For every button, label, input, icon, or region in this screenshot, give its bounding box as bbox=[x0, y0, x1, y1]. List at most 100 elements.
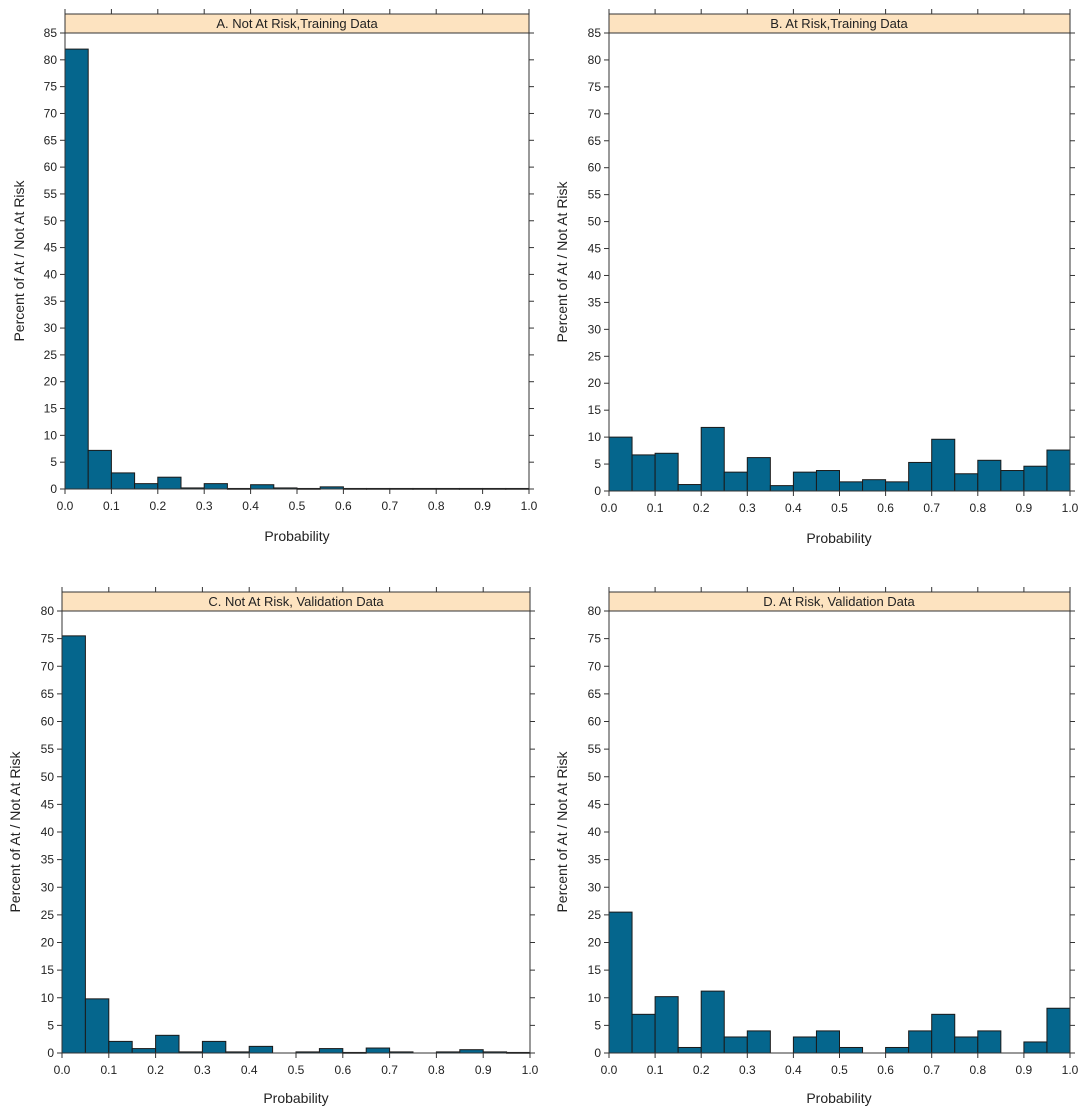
panel-d-ytick-label-6: 30 bbox=[588, 880, 602, 894]
panel-b-ytick-label-12: 60 bbox=[588, 161, 602, 175]
panel-d-xtick-label-5: 0.5 bbox=[831, 1063, 848, 1077]
panel-d-xtick-label-9: 0.9 bbox=[1016, 1063, 1033, 1077]
panel-a-bar-8 bbox=[250, 484, 275, 490]
panel-a-ytick-label-3: 15 bbox=[44, 402, 58, 416]
panel-a-xtick-label-3: 0.3 bbox=[196, 499, 213, 513]
panel-c-bars bbox=[61, 635, 531, 1054]
panel-d-xtick-label-3: 0.3 bbox=[739, 1063, 756, 1077]
panel-d-ytick-label-11: 55 bbox=[588, 742, 602, 756]
panel-d-bar-5 bbox=[723, 1036, 748, 1054]
panel-a-bar-6 bbox=[203, 483, 228, 490]
panel-a-ytick-label-12: 60 bbox=[44, 160, 58, 174]
panel-d: D. At Risk, Validation Data 0 5 10 15 20 25 30… bbox=[554, 587, 1079, 1106]
panel-b-x-axis: 0.0 0.1 0.2 0.3 0.4 0.5 0.6 0.7 0.8 0.9 1.0 bbox=[601, 9, 1079, 515]
panel-c-bar-8 bbox=[248, 1045, 274, 1054]
panel-b-ytick-label-5: 25 bbox=[588, 349, 602, 363]
panel-d-ytick-label-16: 80 bbox=[588, 604, 602, 618]
panel-a-xtick-label-8: 0.8 bbox=[428, 499, 445, 513]
panel-a-xtick-label-6: 0.6 bbox=[335, 499, 352, 513]
panel-d-xtick-label-8: 0.8 bbox=[969, 1063, 986, 1077]
panel-b-bar-17 bbox=[1000, 470, 1025, 492]
panel-b-xtick-label-10: 1.0 bbox=[1062, 501, 1079, 515]
panel-a-ytick-label-13: 65 bbox=[44, 133, 58, 147]
panel-c-xtick-label-5: 0.5 bbox=[288, 1063, 305, 1077]
panel-b-bar-13 bbox=[908, 461, 933, 492]
panel-a-bar-2 bbox=[110, 472, 136, 490]
panel-a-ytick-label-5: 25 bbox=[44, 348, 58, 362]
panel-b-bar-0 bbox=[608, 436, 633, 492]
panel-b-ytick-label-0: 0 bbox=[594, 484, 601, 498]
panel-d-ylabel: Percent of At / Not At Risk bbox=[554, 750, 570, 912]
panel-d-ytick-label-0: 0 bbox=[594, 1046, 601, 1060]
panel-c-ytick-label-6: 30 bbox=[41, 880, 55, 894]
panel-b-bar-2 bbox=[654, 452, 679, 492]
panel-a-ytick-label-0: 0 bbox=[50, 482, 57, 496]
panel-a-ytick-label-14: 70 bbox=[44, 106, 58, 120]
panel-c-ytick-label-9: 45 bbox=[41, 797, 55, 811]
panel-b-xtick-label-8: 0.8 bbox=[969, 501, 986, 515]
panel-c-bar-6 bbox=[201, 1040, 227, 1054]
panel-d-frame bbox=[608, 610, 1071, 1054]
panel-b-ytick-label-9: 45 bbox=[588, 242, 602, 256]
panel-d-xtick-label-2: 0.2 bbox=[693, 1063, 710, 1077]
panel-d-bar-4 bbox=[700, 990, 725, 1054]
panel-c-ytick-label-2: 10 bbox=[41, 991, 55, 1005]
panel-d-bar-1 bbox=[631, 1013, 656, 1054]
panel-b-ytick-label-13: 65 bbox=[588, 134, 602, 148]
panel-b-ytick-label-14: 70 bbox=[588, 107, 602, 121]
panel-a-ytick-label-9: 45 bbox=[44, 241, 58, 255]
panel-c-ytick-label-10: 50 bbox=[41, 770, 55, 784]
panel-b-y-axis: 0 5 10 15 20 25 30 35 40 45 50 55 60 65 70 75 80 85 bbox=[588, 26, 1075, 498]
panel-d-bar-0 bbox=[608, 911, 633, 1054]
panel-c-bar-13 bbox=[365, 1047, 391, 1054]
panel-c-x-axis: 0.0 0.1 0.2 0.3 0.4 0.5 0.6 0.7 0.8 0.9 1.0 bbox=[54, 587, 539, 1077]
panel-d-bars bbox=[608, 911, 1071, 1054]
panel-c-xtick-label-7: 0.7 bbox=[381, 1063, 398, 1077]
panel-c-xtick-label-4: 0.4 bbox=[241, 1063, 258, 1077]
panel-b-xtick-label-1: 0.1 bbox=[647, 501, 664, 515]
panel-d-ytick-label-12: 60 bbox=[588, 715, 602, 729]
panel-b-bar-4 bbox=[700, 426, 725, 492]
panel-b: B. At Risk,Training Data 0 5 10 15 20 25 30 35 4… bbox=[554, 9, 1079, 546]
panel-a-xtick-label-4: 0.4 bbox=[242, 499, 259, 513]
panel-a-y-axis: 0 5 10 15 20 25 30 35 40 45 50 55 60 65 70 75 80 85 bbox=[44, 26, 534, 496]
panel-a-xtick-label-10: 1.0 bbox=[521, 499, 538, 513]
panel-b-bar-9 bbox=[815, 470, 841, 492]
panel-d-xlabel: Probability bbox=[806, 1090, 871, 1106]
panel-c: C. Not At Risk, Validation Data 0 5 10 15 20… bbox=[7, 587, 539, 1106]
panel-b-bar-10 bbox=[839, 481, 864, 492]
panel-d-ytick-label-15: 75 bbox=[588, 632, 602, 646]
panel-c-xtick-label-3: 0.3 bbox=[194, 1063, 211, 1077]
panel-b-xlabel: Probability bbox=[806, 530, 871, 546]
panel-b-bar-18 bbox=[1023, 465, 1048, 492]
panel-c-xtick-label-2: 0.2 bbox=[147, 1063, 164, 1077]
panel-d-bar-12 bbox=[885, 1046, 910, 1054]
panel-b-ytick-label-7: 35 bbox=[588, 295, 602, 309]
panel-a-bar-0 bbox=[64, 48, 89, 490]
panel-c-ytick-label-4: 20 bbox=[41, 936, 55, 950]
panel-c-frame bbox=[61, 610, 531, 1054]
panel-a-xtick-label-2: 0.2 bbox=[149, 499, 166, 513]
panel-d-x-axis: 0.0 0.1 0.2 0.3 0.4 0.5 0.6 0.7 0.8 0.9 1.0 bbox=[601, 587, 1079, 1077]
panel-c-y-axis: 0 5 10 15 20 25 30 35 40 45 50 55 60 65 70 75 80 bbox=[41, 604, 535, 1060]
panel-a-xlabel: Probability bbox=[264, 528, 329, 544]
panel-a-bars bbox=[64, 48, 530, 490]
panel-d-ytick-label-1: 5 bbox=[594, 1018, 601, 1032]
panel-d-bar-18 bbox=[1023, 1041, 1048, 1054]
panel-b-bar-11 bbox=[862, 479, 887, 492]
panel-b-bar-5 bbox=[723, 471, 748, 492]
panel-c-xtick-label-0: 0.0 bbox=[54, 1063, 71, 1077]
panel-c-ytick-label-0: 0 bbox=[47, 1046, 54, 1060]
panel-c-xtick-label-1: 0.1 bbox=[100, 1063, 117, 1077]
panel-d-xtick-label-1: 0.1 bbox=[647, 1063, 664, 1077]
panel-a-title: A. Not At Risk,Training Data bbox=[216, 16, 378, 31]
panel-a-ytick-label-11: 55 bbox=[44, 187, 58, 201]
panel-b-bar-12 bbox=[885, 481, 910, 492]
panel-d-bar-9 bbox=[815, 1030, 841, 1054]
panel-a-xtick-label-1: 0.1 bbox=[103, 499, 120, 513]
panel-b-ytick-label-17: 85 bbox=[588, 26, 602, 40]
panel-d-ytick-label-14: 70 bbox=[588, 659, 602, 673]
panel-a-ytick-label-15: 75 bbox=[44, 80, 58, 94]
panel-b-bar-14 bbox=[931, 438, 956, 492]
panel-d-xtick-label-0: 0.0 bbox=[601, 1063, 618, 1077]
